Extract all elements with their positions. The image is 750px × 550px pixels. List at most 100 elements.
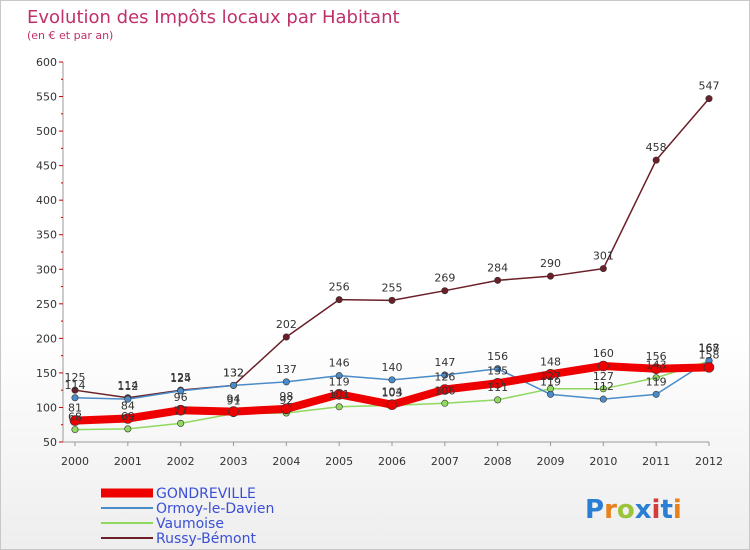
series-lines (69, 95, 715, 434)
data-label: 290 (540, 257, 561, 270)
data-label: 140 (382, 361, 403, 374)
proxiti-letter: t (660, 495, 672, 525)
data-point (703, 362, 715, 373)
data-point (599, 395, 607, 403)
data-label: 98 (279, 390, 293, 403)
data-point (388, 296, 396, 304)
data-point (599, 385, 607, 393)
proxiti-letter: P (585, 495, 604, 525)
data-point (546, 272, 554, 280)
chart-subtitle: (en € et par an) (27, 29, 113, 42)
proxiti-wordmark: Proxiti (585, 495, 682, 525)
data-label: 69 (121, 410, 135, 423)
data-label: 81 (68, 402, 82, 415)
chart-title: Evolution des Impôts locaux par Habitant (27, 7, 400, 28)
data-point (652, 374, 660, 382)
data-label: 156 (646, 350, 667, 363)
data-label: 146 (329, 357, 350, 370)
data-label: 301 (593, 250, 614, 263)
series-line (74, 97, 710, 399)
data-point (333, 389, 345, 400)
data-label: 132 (223, 366, 244, 379)
data-label: 106 (434, 384, 455, 397)
data-point (441, 371, 449, 379)
data-point (494, 396, 502, 404)
data-label: 168 (699, 341, 720, 354)
y-tick-label: 550 (36, 91, 57, 104)
legend-label: Ormoy-le-Davien (156, 501, 274, 517)
data-point (281, 403, 292, 415)
data-point (598, 360, 609, 372)
legend-label: GONDREVILLE (156, 486, 256, 502)
axes: 50 100 150 200 250 300 350 400 450 500 550 600 2000 2… (36, 56, 723, 468)
data-label: 103 (382, 386, 403, 399)
data-label: 96 (174, 391, 188, 404)
data-label: 101 (329, 388, 350, 401)
data-point (335, 296, 343, 304)
x-tick-label: 2001 (114, 455, 142, 468)
x-tick-label: 2005 (325, 455, 353, 468)
data-point (441, 287, 449, 295)
data-point (282, 378, 290, 386)
data-point (177, 387, 185, 395)
data-label: 132 (223, 366, 244, 379)
y-tick-label: 50 (43, 436, 57, 449)
data-label: 160 (593, 347, 614, 360)
data-label: 119 (646, 375, 667, 388)
y-tick-label: 450 (36, 160, 57, 173)
data-label: 68 (68, 411, 82, 424)
data-label: 125 (65, 371, 86, 384)
data-label: 167 (699, 342, 720, 355)
y-tick-label: 300 (36, 263, 57, 276)
x-tick-label: 2004 (272, 455, 300, 468)
data-point (69, 415, 81, 426)
data-label: 255 (382, 281, 403, 294)
data-label: 147 (434, 356, 455, 369)
data-point (282, 333, 290, 341)
data-point (652, 156, 660, 164)
y-tick-label: 400 (36, 194, 57, 207)
legend: GONDREVILLEOrmoy-le-DavienVaumoiseRussy-… (101, 486, 274, 547)
data-label: 202 (276, 318, 297, 331)
data-point (230, 381, 238, 389)
legend-label: Russy-Bémont (156, 531, 256, 547)
data-label: 114 (65, 379, 86, 392)
proxiti-letter: i (673, 495, 682, 525)
y-tick-label: 200 (36, 332, 57, 345)
x-tick-label: 2012 (695, 455, 723, 468)
data-label: 91 (227, 395, 241, 408)
data-point (335, 372, 343, 380)
x-tick-label: 2000 (61, 455, 89, 468)
data-label: 104 (382, 386, 403, 399)
y-tick-label: 500 (36, 125, 57, 138)
data-point (122, 413, 134, 424)
data-label: 112 (593, 380, 614, 393)
data-label: 94 (227, 393, 241, 406)
data-point (599, 265, 607, 273)
x-tick-label: 2002 (167, 455, 195, 468)
data-label: 124 (170, 372, 191, 385)
data-label: 158 (699, 348, 720, 361)
y-tick-label: 150 (36, 367, 57, 380)
data-point (124, 395, 132, 403)
data-point (71, 386, 79, 394)
x-tick-label: 2009 (537, 455, 565, 468)
y-tick-label: 600 (36, 56, 57, 69)
data-label: 148 (540, 355, 561, 368)
data-point (177, 419, 185, 427)
data-label: 112 (117, 380, 138, 393)
data-point (545, 368, 556, 380)
y-tick-label: 350 (36, 229, 57, 242)
data-label: 127 (540, 370, 561, 383)
data-point (652, 390, 660, 398)
data-label: 269 (434, 272, 455, 285)
data-label: 127 (593, 370, 614, 383)
data-label: 458 (646, 141, 667, 154)
data-label: 135 (487, 364, 508, 377)
data-label: 77 (174, 404, 188, 417)
data-label: 156 (487, 350, 508, 363)
data-label: 284 (487, 261, 508, 274)
x-tick-label: 2008 (484, 455, 512, 468)
